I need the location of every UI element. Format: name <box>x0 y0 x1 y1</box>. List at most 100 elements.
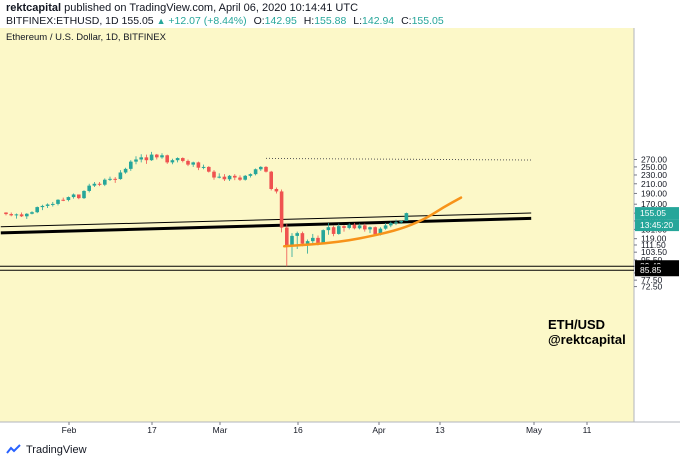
candle <box>170 158 175 165</box>
candle <box>108 176 112 182</box>
author-name[interactable]: rektcapital <box>6 2 62 14</box>
candle <box>243 174 247 181</box>
candle-body <box>290 235 294 247</box>
candle <box>61 197 65 202</box>
candle <box>77 194 81 200</box>
caret-up-icon: ▲ <box>156 16 166 26</box>
low-value: 142.94 <box>362 15 395 27</box>
candle-body <box>139 157 143 160</box>
candle-body <box>259 166 263 170</box>
candle <box>123 167 128 174</box>
x-tick-label: 17 <box>147 425 157 435</box>
price-chart[interactable]: 270.00250.00230.00210.00190.00170.00155.… <box>0 28 680 438</box>
x-tick-label: Mar <box>213 425 228 435</box>
candle <box>212 170 216 180</box>
candle <box>149 151 154 161</box>
candle <box>264 166 268 173</box>
candle-body <box>186 160 190 165</box>
candle <box>97 181 102 187</box>
candle-body <box>326 227 331 231</box>
candle-body <box>227 175 232 180</box>
open-label: O: <box>253 15 265 27</box>
candle-body <box>66 197 71 201</box>
candle <box>186 159 190 167</box>
y-tick-label: 190.00 <box>641 188 667 198</box>
candle <box>389 221 393 228</box>
candle-body <box>337 226 341 234</box>
candle-body <box>87 185 91 191</box>
candle-body <box>61 199 65 201</box>
symbol-label: BITFINEX:ETHUSD, 1D <box>6 15 119 27</box>
candle-body <box>238 177 242 180</box>
candle-body <box>274 188 279 192</box>
candle <box>321 229 325 244</box>
candle <box>399 220 403 225</box>
candle-body <box>212 171 216 178</box>
candle-body <box>300 233 305 244</box>
candle <box>139 154 143 163</box>
price-label-bg <box>635 264 679 277</box>
candle-body <box>316 237 320 244</box>
candle <box>363 223 367 232</box>
candle <box>155 153 159 160</box>
ohlc-values: O:142.95 H:155.88 L:142.94 C:155.05 <box>250 15 444 27</box>
candle-body <box>160 155 164 158</box>
candle-body <box>305 241 310 244</box>
candle <box>87 183 91 193</box>
annotation-line: @rektcapital <box>548 332 626 347</box>
x-tick-label: 16 <box>293 425 303 435</box>
candle-body <box>248 174 253 176</box>
candle <box>160 153 164 159</box>
high-label: H: <box>303 15 315 27</box>
time-axis <box>0 422 680 438</box>
candle-body <box>285 227 289 247</box>
candle-body <box>378 228 383 235</box>
candle <box>191 161 195 167</box>
candle-body <box>357 225 362 229</box>
candle-body <box>165 155 169 163</box>
candle <box>134 156 138 165</box>
tradingview-brand[interactable]: TradingView <box>26 444 87 456</box>
candle <box>233 174 237 181</box>
candle-body <box>404 213 409 221</box>
candle <box>165 154 169 164</box>
candle-body <box>368 227 372 230</box>
candle <box>181 157 185 163</box>
candle <box>357 223 362 230</box>
candle <box>279 189 284 233</box>
candle <box>103 178 107 187</box>
y-tick-label: 95.50 <box>641 255 663 265</box>
candle-body <box>331 227 336 234</box>
candle <box>66 196 71 202</box>
candle-body <box>207 166 211 172</box>
candle-body <box>35 207 39 213</box>
candle <box>368 226 372 234</box>
candle-body <box>144 157 149 161</box>
x-tick-label: Feb <box>62 425 77 435</box>
high-value: 155.88 <box>314 15 347 27</box>
candle-body <box>103 179 107 185</box>
candle <box>305 239 310 254</box>
candle <box>45 203 50 208</box>
y-tick-label: 103.50 <box>641 247 667 257</box>
candle-body <box>123 168 128 173</box>
candle-body <box>383 225 388 229</box>
candle <box>383 222 388 230</box>
candle <box>222 174 227 182</box>
candle-body <box>363 225 367 230</box>
candle <box>337 223 341 235</box>
candle <box>238 175 242 182</box>
y-tick-label: 270.00 <box>641 154 667 164</box>
price-change: +12.07 (+8.44%) <box>168 15 247 27</box>
candle-body <box>25 213 29 217</box>
candle-body <box>155 154 159 158</box>
candle-body <box>399 220 403 223</box>
annotation-line: ETH/USD <box>548 317 605 332</box>
thick-trendline <box>0 216 532 235</box>
candle-body <box>71 194 76 198</box>
candle <box>56 199 60 206</box>
candle <box>404 212 409 221</box>
candle <box>4 212 8 216</box>
chart-title: Ethereum / U.S. Dollar, 1D, BITFINEX <box>6 32 167 43</box>
candle-body <box>201 166 206 168</box>
